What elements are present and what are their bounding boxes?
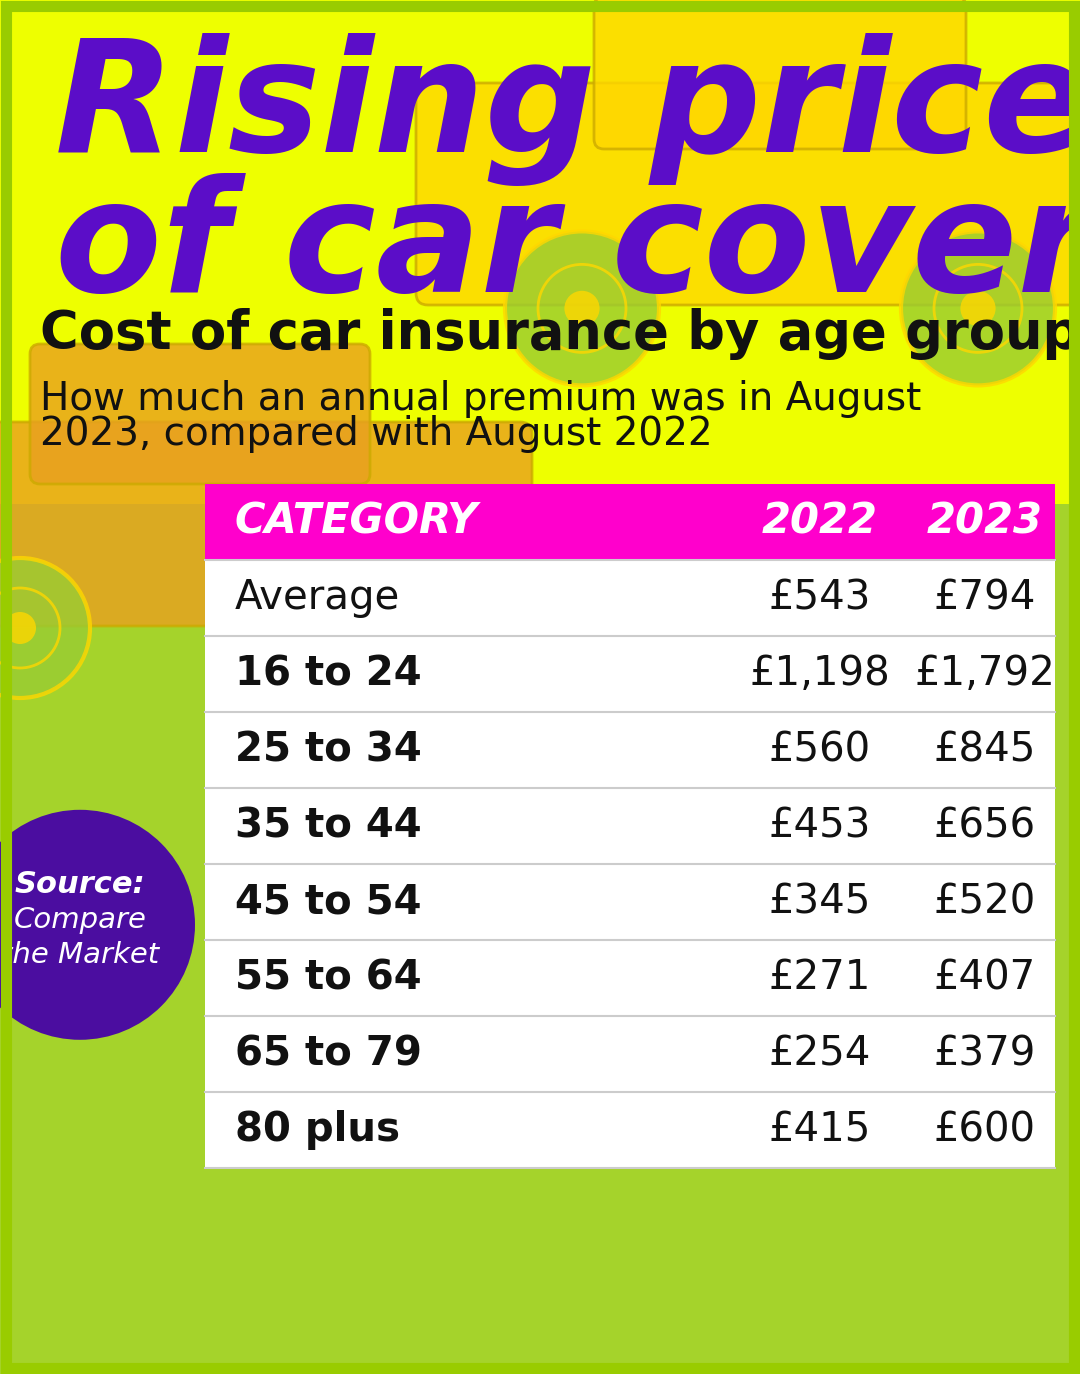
Bar [205, 1015, 1055, 1092]
Bar [205, 484, 1055, 561]
Circle shape [0, 809, 195, 1040]
Text: 2022: 2022 [762, 502, 878, 543]
FancyBboxPatch shape [570, 837, 831, 947]
Text: 55 to 64: 55 to 64 [235, 958, 421, 998]
Text: £254: £254 [769, 1035, 872, 1074]
Text: Compare: Compare [14, 905, 147, 934]
Bar [205, 864, 1055, 940]
Text: £600: £600 [934, 1110, 1036, 1150]
Bar [205, 712, 1055, 789]
Text: Rising prices: Rising prices [55, 33, 1080, 185]
FancyBboxPatch shape [416, 82, 1080, 305]
Text: Average: Average [235, 578, 401, 618]
Text: £453: £453 [769, 807, 872, 846]
Bar [205, 636, 1055, 712]
FancyBboxPatch shape [594, 0, 966, 148]
Text: £415: £415 [769, 1110, 872, 1150]
Text: 25 to 34: 25 to 34 [235, 730, 422, 769]
Circle shape [364, 611, 396, 644]
Text: £1,198: £1,198 [750, 654, 890, 694]
Text: 80 plus: 80 plus [235, 1110, 400, 1150]
Text: £520: £520 [934, 882, 1036, 922]
Circle shape [0, 558, 90, 698]
Text: the Market: the Market [1, 941, 159, 969]
FancyBboxPatch shape [30, 344, 370, 484]
Circle shape [823, 1040, 847, 1063]
Circle shape [783, 999, 888, 1105]
Text: 2023, compared with August 2022: 2023, compared with August 2022 [40, 415, 713, 453]
Text: 45 to 54: 45 to 54 [235, 882, 421, 922]
FancyBboxPatch shape [448, 894, 951, 1054]
Text: £379: £379 [934, 1035, 1036, 1074]
Text: 65 to 79: 65 to 79 [235, 1035, 422, 1074]
FancyBboxPatch shape [0, 422, 532, 627]
Text: £271: £271 [769, 958, 872, 998]
Bar [205, 1092, 1055, 1168]
Circle shape [505, 231, 659, 385]
Text: 16 to 24: 16 to 24 [235, 654, 421, 694]
Circle shape [960, 291, 996, 326]
Circle shape [553, 1040, 577, 1063]
Text: of car cover: of car cover [55, 173, 1080, 326]
Circle shape [310, 558, 450, 698]
Bar [205, 561, 1055, 636]
Text: Source:: Source: [15, 870, 146, 900]
Text: £656: £656 [934, 807, 1036, 846]
Text: £1,792: £1,792 [915, 654, 1055, 694]
Text: £543: £543 [769, 578, 872, 618]
Text: Cost of car insurance by age group: Cost of car insurance by age group [40, 308, 1080, 360]
Text: 35 to 44: 35 to 44 [235, 807, 421, 846]
Circle shape [901, 231, 1055, 385]
Text: £794: £794 [934, 578, 1036, 618]
Bar [205, 789, 1055, 864]
Text: £345: £345 [769, 882, 872, 922]
Circle shape [513, 999, 618, 1105]
Bar [0, 504, 1080, 1374]
Circle shape [4, 611, 36, 644]
Circle shape [565, 291, 599, 326]
Text: £407: £407 [934, 958, 1036, 998]
Text: 2023: 2023 [927, 502, 1043, 543]
Bar [205, 484, 1055, 1168]
Text: £560: £560 [769, 730, 872, 769]
Text: How much an annual premium was in August: How much an annual premium was in August [40, 381, 921, 418]
Text: CATEGORY: CATEGORY [235, 502, 478, 543]
Text: £845: £845 [934, 730, 1036, 769]
Bar [205, 940, 1055, 1015]
